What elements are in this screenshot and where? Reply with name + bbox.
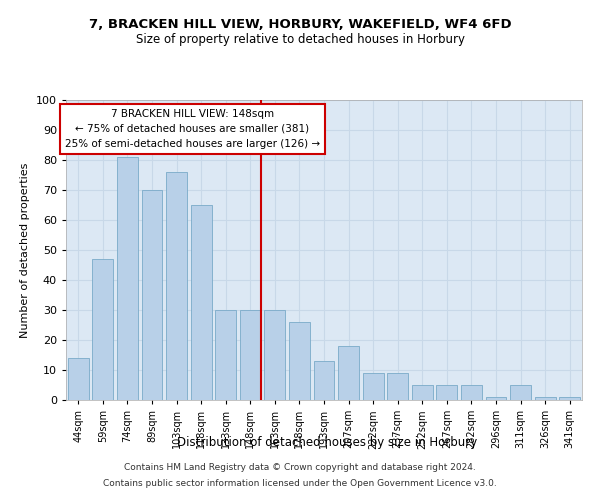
Bar [510,385,531,400]
Bar [117,157,138,400]
Bar [436,385,457,400]
Bar [461,385,482,400]
Bar [215,310,236,400]
Text: Size of property relative to detached houses in Horbury: Size of property relative to detached ho… [136,32,464,46]
Bar [92,259,113,400]
Bar [142,190,163,400]
Bar [559,397,580,400]
Bar [68,358,89,400]
Bar [265,310,286,400]
Bar [387,373,408,400]
Bar [338,346,359,400]
Text: Contains HM Land Registry data © Crown copyright and database right 2024.: Contains HM Land Registry data © Crown c… [124,464,476,472]
Bar [166,172,187,400]
Text: Contains public sector information licensed under the Open Government Licence v3: Contains public sector information licen… [103,478,497,488]
Bar [240,310,261,400]
Bar [535,397,556,400]
Bar [412,385,433,400]
Text: 7, BRACKEN HILL VIEW, HORBURY, WAKEFIELD, WF4 6FD: 7, BRACKEN HILL VIEW, HORBURY, WAKEFIELD… [89,18,511,30]
Y-axis label: Number of detached properties: Number of detached properties [20,162,31,338]
Bar [314,361,334,400]
Text: 7 BRACKEN HILL VIEW: 148sqm
← 75% of detached houses are smaller (381)
25% of se: 7 BRACKEN HILL VIEW: 148sqm ← 75% of det… [65,109,320,148]
Bar [485,397,506,400]
Bar [362,373,383,400]
Bar [289,322,310,400]
Bar [191,205,212,400]
Text: Distribution of detached houses by size in Horbury: Distribution of detached houses by size … [177,436,477,449]
